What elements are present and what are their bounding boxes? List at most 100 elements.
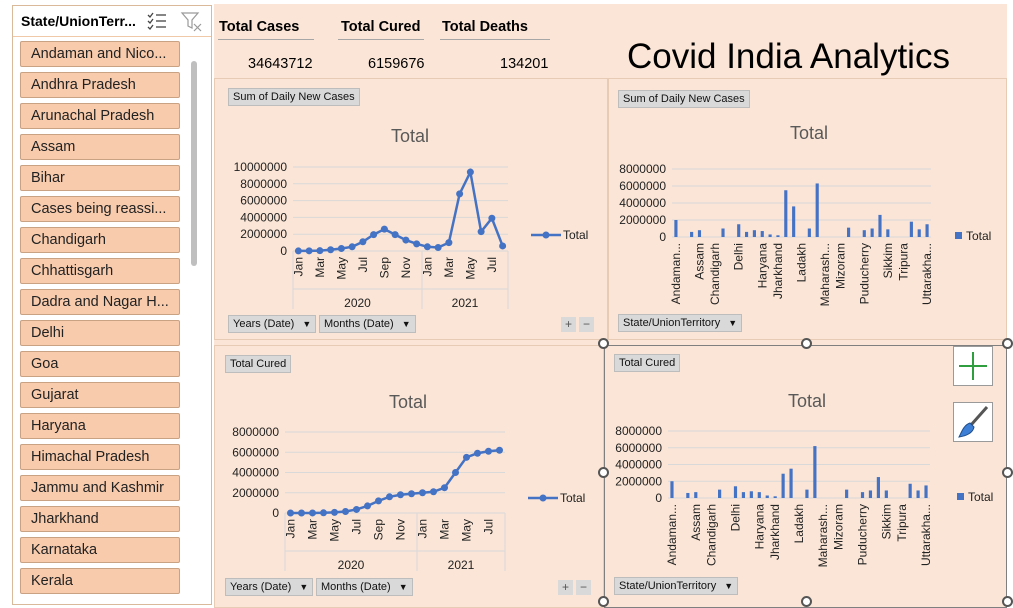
slicer-scrollbar[interactable]: [191, 61, 197, 266]
slicer-item[interactable]: Goa: [20, 351, 180, 377]
bar: [721, 228, 725, 237]
field-button-sum-daily-new-cases[interactable]: Sum of Daily New Cases: [618, 90, 750, 108]
bar: [789, 468, 793, 498]
slicer-item[interactable]: Himachal Pradesh: [20, 444, 180, 470]
y-tick-label: 8000000: [232, 425, 279, 439]
bar: [815, 183, 819, 237]
field-button-total-cured[interactable]: Total Cured: [225, 355, 292, 373]
expand-field-button[interactable]: +: [561, 317, 576, 332]
data-point: [294, 247, 302, 255]
data-point: [353, 505, 360, 513]
data-point: [298, 509, 305, 517]
chart-title: Total: [389, 392, 427, 412]
data-point: [413, 240, 421, 248]
state-filter-button[interactable]: State/UnionTerritory ▼: [614, 577, 739, 595]
x-tick-label: Chandigarh: [708, 243, 722, 305]
x-tick-label: Chandigarh: [705, 504, 719, 566]
y-tick-label: 8000000: [615, 424, 662, 438]
x-tick-label: Puducherry: [857, 243, 871, 304]
x-tick-label: Jharkhand: [771, 243, 785, 299]
year-label: 2021: [452, 296, 479, 310]
data-point: [305, 247, 313, 255]
slicer-item[interactable]: Andhra Pradesh: [20, 72, 180, 98]
dropdown-arrow-icon: ▼: [401, 319, 411, 329]
y-tick-label: 6000000: [615, 441, 662, 455]
years-filter-label: Years (Date): [230, 581, 292, 593]
state-filter-label: State/UnionTerritory: [623, 317, 721, 329]
slicer-item[interactable]: Bihar: [20, 165, 180, 191]
state-filter-button[interactable]: State/UnionTerritory ▼: [618, 314, 743, 332]
data-point: [320, 509, 327, 517]
months-filter-button[interactable]: Months (Date) ▼: [316, 578, 413, 596]
collapse-field-button[interactable]: −: [579, 317, 594, 332]
legend-label: Total: [560, 491, 585, 505]
bar: [924, 485, 928, 498]
resize-handle-right[interactable]: [1002, 467, 1013, 478]
chart-styles-button[interactable]: [953, 402, 993, 442]
bar: [744, 231, 749, 237]
y-tick-label: 4000000: [240, 210, 287, 224]
multi-select-icon[interactable]: [146, 10, 168, 32]
slicer-item[interactable]: Jharkhand: [20, 506, 180, 532]
slicer-item[interactable]: Chhattisgarh: [20, 258, 180, 284]
y-tick-label: 6000000: [232, 445, 279, 459]
resize-handle-left[interactable]: [598, 467, 609, 478]
chart-elements-button[interactable]: [953, 346, 993, 386]
chart-title: Total: [391, 126, 429, 146]
chart-total-cured-by-month[interactable]: Total Cured Total 8000000 6000000 4000000 20…: [214, 345, 604, 608]
slicer-item[interactable]: Delhi: [20, 320, 180, 346]
data-point: [485, 447, 492, 455]
resize-handle-bottom-left[interactable]: [598, 596, 609, 607]
slicer-item[interactable]: Chandigarh: [20, 227, 180, 253]
slicer-item[interactable]: Cases being reassi...: [20, 196, 180, 222]
slicer-item[interactable]: Karnataka: [20, 537, 180, 563]
slicer-item[interactable]: Kerala: [20, 568, 180, 594]
x-tick-label: Andaman...: [665, 504, 679, 565]
clear-filter-icon[interactable]: [180, 10, 202, 32]
field-button-total-cured[interactable]: Total Cured: [614, 354, 681, 372]
resize-handle-bottom-right[interactable]: [1002, 596, 1013, 607]
collapse-field-button[interactable]: −: [576, 580, 591, 595]
chart-total-cured-by-state[interactable]: Total Cured Total 8000000 6000000 4000000 20…: [604, 345, 1007, 608]
x-tick-label: Jul: [350, 519, 364, 534]
expand-field-button[interactable]: +: [558, 580, 573, 595]
slicer-item[interactable]: Arunachal Pradesh: [20, 103, 180, 129]
data-point: [342, 507, 349, 515]
chart-daily-cases-by-state[interactable]: Sum of Daily New Cases Total 8000000 60000…: [608, 78, 1007, 340]
resize-handle-top-right[interactable]: [1002, 338, 1013, 349]
years-filter-button[interactable]: Years (Date) ▼: [228, 315, 317, 333]
slicer-item[interactable]: Haryana: [20, 413, 180, 439]
x-tick-label: May: [460, 519, 474, 542]
bar: [805, 489, 809, 498]
kpi-divider: [338, 39, 424, 40]
kpi-divider: [218, 39, 314, 40]
x-tick-label: Ladakh: [795, 243, 809, 282]
slicer-item[interactable]: Jammu and Kashmir: [20, 475, 180, 501]
years-filter-button[interactable]: Years (Date) ▼: [225, 578, 314, 596]
x-tick-label: Mar: [313, 257, 327, 278]
data-point: [466, 168, 474, 176]
bar: [674, 220, 678, 237]
chart-daily-cases-by-month[interactable]: Sum of Daily New Cases Total 10000000 8000…: [214, 78, 608, 340]
data-point: [419, 489, 426, 497]
chart-title: Total: [790, 123, 828, 143]
resize-handle-bottom[interactable]: [801, 596, 812, 607]
bar: [752, 230, 756, 237]
bar: [878, 214, 882, 237]
resize-handle-top[interactable]: [801, 338, 812, 349]
x-tick-label: Jan: [291, 257, 305, 276]
months-filter-button[interactable]: Months (Date) ▼: [319, 315, 416, 333]
bar-chart: Total 8000000 6000000 4000000 2000000 0Andama…: [619, 123, 991, 306]
slicer-item[interactable]: Andaman and Nico...: [20, 41, 180, 67]
data-point: [477, 228, 485, 236]
data-point: [499, 242, 507, 250]
slicer-item[interactable]: Gujarat: [20, 382, 180, 408]
field-button-sum-daily-new-cases[interactable]: Sum of Daily New Cases: [228, 88, 360, 106]
resize-handle-top-left[interactable]: [598, 338, 609, 349]
slicer-item[interactable]: Dadra and Nagar H...: [20, 289, 180, 315]
x-tick-label: Maharash...: [816, 504, 830, 567]
slicer-item[interactable]: Assam: [20, 134, 180, 160]
y-tick-label: 8000000: [240, 177, 287, 191]
dropdown-arrow-icon: ▼: [724, 581, 734, 591]
data-point: [463, 453, 470, 461]
